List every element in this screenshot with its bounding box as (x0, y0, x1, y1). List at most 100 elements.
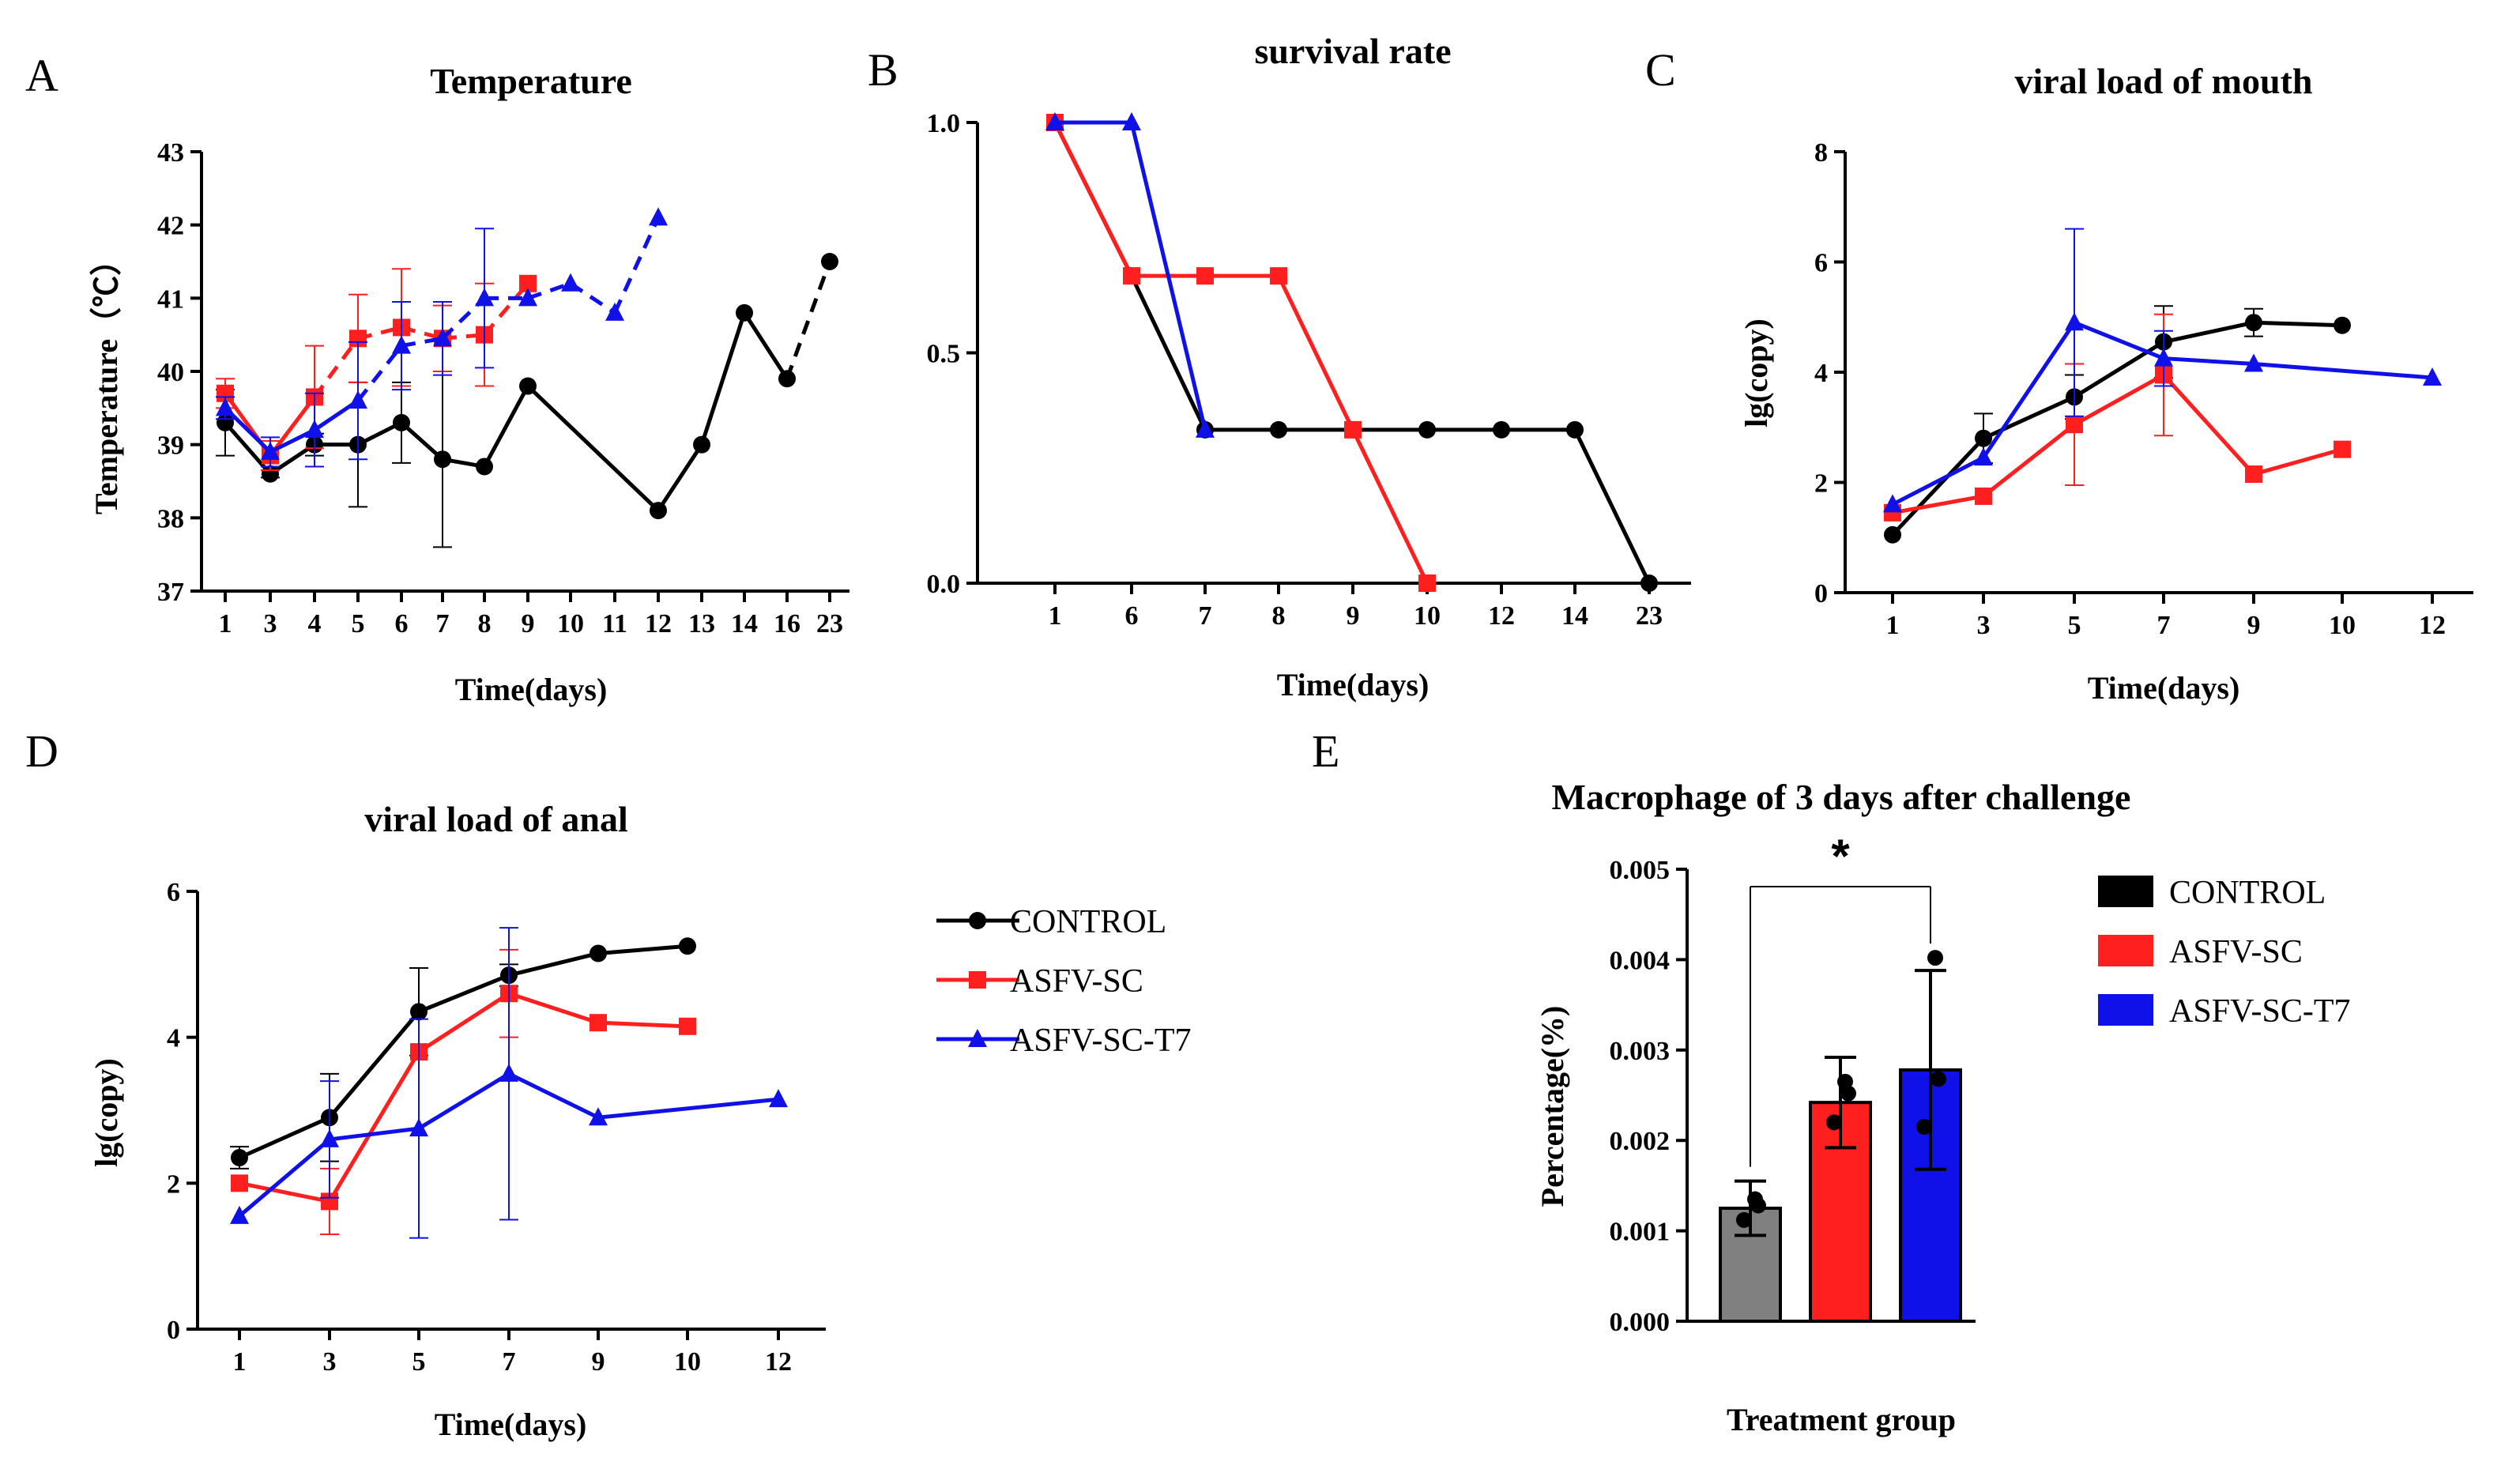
legend-marker (968, 1029, 987, 1047)
panel-a: A Temperature Time(days) Temperature（℃） … (25, 50, 849, 707)
series-line-segment (527, 281, 571, 300)
data-point-marker (231, 1174, 248, 1192)
panel-d-title: viral load of anal (364, 799, 628, 839)
series-line-segment (2253, 362, 2433, 380)
data-point-marker (1196, 267, 1214, 285)
series-line-segment (2253, 320, 2343, 328)
data-point-marker (518, 288, 537, 307)
data-point-marker (769, 1089, 788, 1108)
y-tick-label: 1.0 (927, 109, 961, 138)
series-line-segment (1129, 275, 1207, 431)
panel-d: D viral load of anal Time(days) lg(copy)… (25, 725, 826, 1442)
y-tick-label: 0 (167, 1316, 180, 1345)
x-tick-label: 5 (2068, 611, 2081, 640)
data-point-marker (433, 328, 452, 347)
panel-letter-e: E (1312, 725, 1339, 777)
data-point-marker (2423, 367, 2442, 386)
x-tick-label: 6 (395, 609, 409, 638)
series-line-segment (327, 1050, 421, 1203)
series-line-segment (2163, 320, 2254, 345)
series-line-segment (2162, 373, 2255, 476)
series-line-segment (2163, 356, 2254, 367)
data-point-marker (1884, 525, 1901, 544)
series-line-segment (224, 421, 272, 476)
x-tick-label: 3 (264, 609, 277, 638)
series-line-segment (508, 991, 599, 1025)
significance-star: * (1831, 830, 1850, 883)
series-line-segment (656, 443, 704, 512)
data-point-marker (230, 1205, 249, 1224)
x-tick-label: 23 (1636, 601, 1663, 631)
panel-e: E Macrophage of 3 days after challenge T… (1312, 725, 2130, 1437)
data-point-marker (2245, 465, 2262, 484)
y-tick-label: 4 (167, 1024, 180, 1053)
series-line-segment (742, 311, 789, 380)
panel-b-xlabel: Time(days) (1277, 667, 1430, 702)
line-legend: CONTROL ASFV-SC ASFV-SC-T7 (936, 904, 1192, 1059)
series-line-segment (508, 951, 599, 977)
series-line-segment (1891, 436, 1985, 537)
x-tick-label: 6 (1125, 601, 1139, 631)
data-point-marker (821, 253, 838, 270)
x-tick-label: 5 (352, 609, 365, 638)
series-line-segment (1982, 423, 2076, 498)
series-line-segment (239, 1181, 330, 1203)
y-tick-label: 0.005 (1610, 856, 1671, 885)
series-line-segment (699, 312, 747, 446)
series-line-segment (269, 395, 316, 458)
series-line-segment (597, 1020, 688, 1029)
legend-bar-swatch (2098, 994, 2153, 1026)
data-point-marker (434, 450, 451, 469)
data-point-marker (1566, 420, 1584, 439)
y-tick-label: 41 (157, 284, 184, 314)
series-line-segment (2073, 340, 2165, 399)
legend-label: CONTROL (1010, 904, 1166, 940)
data-point-marker (2154, 348, 2173, 367)
y-tick-label: 0.003 (1610, 1037, 1671, 1066)
y-tick-label: 0.004 (1610, 946, 1671, 975)
panel-a-title: Temperature (430, 61, 632, 101)
y-tick-label: 0.000 (1610, 1308, 1671, 1337)
series-line-segment (785, 261, 832, 380)
y-tick-label: 4 (1814, 359, 1828, 388)
data-point-marker (1975, 487, 1992, 505)
legend-label: ASFV-SC-T7 (1010, 1023, 1192, 1059)
series-line-segment (401, 336, 443, 348)
y-tick-label: 38 (157, 504, 184, 533)
series-line-segment (356, 345, 403, 402)
x-tick-label: 7 (2157, 611, 2171, 640)
x-tick-label: 12 (2419, 611, 2446, 640)
x-tick-label: 9 (1347, 601, 1360, 631)
y-tick-label: 0.002 (1610, 1127, 1671, 1156)
data-point-marker (2244, 353, 2263, 372)
series-line-segment (2074, 320, 2164, 360)
panel-letter-d: D (25, 725, 58, 777)
panel-e-plot: 0.000 0.001 0.002 0.003 0.004 0.005 * (1610, 830, 1976, 1337)
x-tick-label: 1 (1049, 601, 1062, 631)
panel-a-ylabel: Temperature（℃） (89, 244, 124, 514)
data-point-marker (1122, 112, 1141, 130)
y-tick-label: 6 (1814, 249, 1828, 278)
data-point-marker (736, 303, 753, 322)
legend-marker (969, 971, 986, 989)
y-tick-label: 2 (167, 1170, 180, 1199)
x-tick-label: 9 (522, 609, 535, 638)
panel-d-plot: 0 2 4 6 1 3 5 7 9 10 12 (167, 878, 826, 1377)
panel-c-xlabel: Time(days) (2088, 670, 2240, 706)
x-tick-label: 12 (645, 609, 672, 638)
replicate-dot (1750, 1197, 1766, 1214)
series-line-segment (269, 428, 316, 454)
series-line-segment (329, 1126, 420, 1142)
y-tick-label: 8 (1814, 138, 1828, 168)
series-line-segment (1891, 455, 1985, 507)
data-point-marker (392, 335, 411, 354)
data-point-marker (1974, 447, 1993, 466)
data-point-marker (1975, 429, 1992, 447)
replicate-dot (1916, 1119, 1932, 1136)
y-tick-label: 39 (157, 431, 184, 461)
data-point-marker (348, 390, 367, 409)
data-point-marker (476, 458, 493, 476)
x-tick-label: 1 (1886, 611, 1900, 640)
data-point-marker (393, 413, 410, 431)
